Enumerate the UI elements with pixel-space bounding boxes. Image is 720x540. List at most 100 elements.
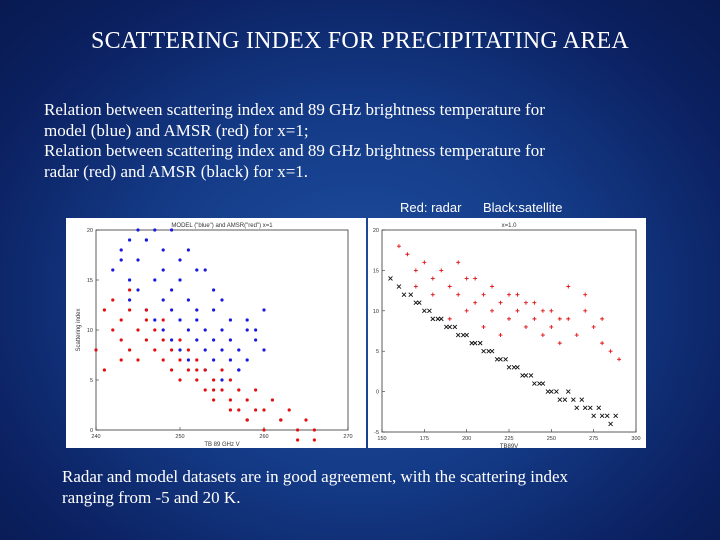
blue-point	[111, 268, 115, 272]
red-point	[262, 408, 266, 412]
blue-point	[178, 348, 182, 352]
red-point	[237, 388, 241, 392]
red-point	[396, 244, 401, 249]
y-tick-label: 5	[90, 378, 93, 384]
red-point	[153, 328, 157, 332]
red-point	[228, 378, 232, 382]
red-point	[523, 300, 528, 305]
red-point	[144, 308, 148, 312]
black-point	[515, 365, 520, 370]
black-point	[388, 276, 393, 281]
black-point	[489, 348, 495, 354]
black-point	[604, 413, 610, 419]
red-point	[617, 357, 622, 362]
red-point	[447, 284, 452, 289]
blue-point	[161, 268, 165, 272]
blue-point	[212, 308, 216, 312]
red-point	[304, 418, 308, 422]
black-point	[401, 292, 407, 297]
blue-point	[136, 228, 140, 232]
blue-point	[144, 238, 148, 242]
blue-point	[212, 358, 216, 362]
black-point	[613, 413, 618, 419]
x-tick-label: 200	[462, 436, 471, 442]
black-point	[520, 373, 525, 378]
blue-point	[128, 278, 132, 282]
y-tick-label: 0	[90, 428, 93, 434]
red-point	[111, 298, 115, 302]
red-point	[195, 378, 199, 382]
red-point	[102, 368, 106, 372]
red-point	[220, 388, 224, 392]
red-point	[203, 388, 207, 392]
blue-point	[161, 328, 165, 332]
blue-point	[161, 298, 165, 302]
black-point	[503, 356, 508, 362]
red-point	[237, 408, 241, 412]
blue-point	[237, 368, 241, 372]
red-point	[600, 341, 605, 346]
red-point	[515, 308, 520, 313]
red-point	[128, 308, 132, 312]
black-point	[571, 397, 576, 402]
blue-point	[262, 308, 266, 312]
x-axis-label: TB 89 GHz V	[204, 442, 239, 448]
red-point	[507, 316, 511, 321]
red-point	[549, 308, 554, 313]
y-tick-label: 20	[87, 228, 93, 234]
black-point	[452, 324, 458, 330]
black-point	[427, 308, 432, 314]
red-point	[608, 349, 613, 354]
conclusion: Radar and model datasets are in good agr…	[62, 466, 682, 508]
description-line-3: Relation between scattering index and 89…	[44, 141, 545, 160]
blue-point	[245, 328, 249, 332]
red-point	[296, 438, 300, 442]
red-point	[212, 388, 216, 392]
blue-point	[128, 238, 132, 242]
red-point	[498, 333, 503, 338]
red-point	[102, 308, 106, 312]
black-point	[438, 316, 444, 322]
x-tick-label: 150	[377, 436, 386, 442]
black-point	[464, 332, 469, 338]
left-plot-panel: MODEL ("blue") and AMSR("red") x=1 240 250…	[66, 218, 366, 452]
red-point	[136, 358, 140, 362]
red-point	[212, 398, 216, 402]
blue-point	[178, 278, 182, 282]
red-point	[161, 338, 165, 342]
black-point	[444, 324, 449, 330]
x-tick-label: 270	[343, 434, 352, 440]
red-point	[507, 292, 511, 297]
red-point	[439, 268, 444, 273]
blue-point	[254, 328, 258, 332]
blue-point	[195, 318, 199, 322]
blue-point	[228, 358, 232, 362]
black-point	[537, 381, 542, 386]
red-point	[186, 368, 190, 372]
blue-point	[136, 288, 140, 292]
black-point	[557, 397, 563, 402]
red-point	[195, 368, 199, 372]
blue-point	[220, 378, 224, 382]
blue-point	[195, 308, 199, 312]
black-point	[565, 389, 571, 394]
red-point	[456, 260, 461, 265]
red-point	[128, 288, 132, 292]
red-point	[557, 316, 562, 321]
red-point	[228, 408, 232, 412]
description-line-1: Relation between scattering index and 89…	[44, 100, 545, 119]
red-point	[119, 358, 123, 362]
black-point	[481, 348, 486, 354]
blue-point	[178, 258, 182, 262]
red-point	[591, 324, 596, 329]
red-point	[178, 378, 182, 382]
chart-title: MODEL ("blue") and AMSR("red") x=1	[171, 223, 273, 229]
black-point	[455, 332, 461, 338]
x-tick-label: 275	[589, 436, 598, 442]
blue-point	[161, 248, 165, 252]
blue-point	[170, 288, 174, 292]
black-point	[528, 373, 534, 378]
black-point	[587, 405, 593, 411]
blue-point	[186, 298, 190, 302]
red-point	[490, 284, 495, 289]
